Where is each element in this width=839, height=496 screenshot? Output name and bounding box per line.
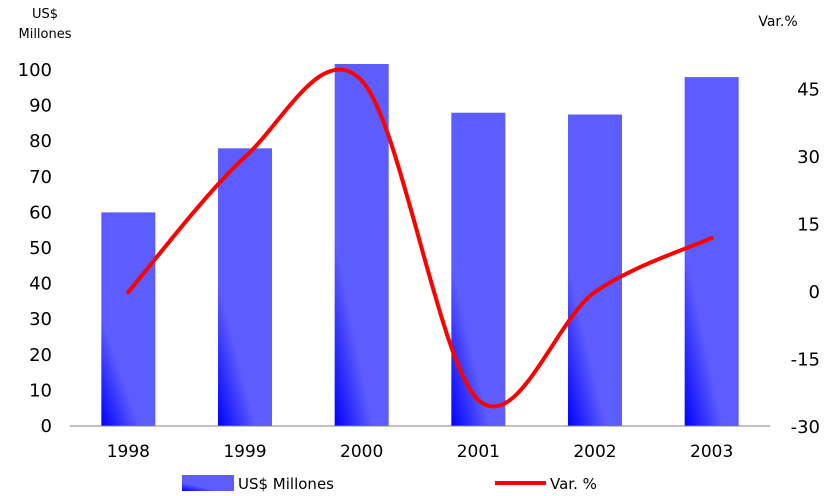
bar-1999 [218,148,272,426]
legend-label-line: Var. % [550,475,597,493]
var-point-2003 [709,236,714,240]
y-tick-label-left: 0 [41,416,52,437]
var-point-1998 [126,290,131,294]
x-axis-ticks: 1998 1999 2000 2001 2002 2003 [107,442,734,462]
y-tick-label-left: 10 [29,380,52,401]
bar-2000 [334,64,389,426]
y-tick-label-left: 20 [29,345,52,366]
y-tick-label-right: -30 [791,417,820,438]
var-point-1999 [243,155,247,159]
y-tick-label-left: 60 [29,202,52,223]
legend: US$ Millones Var. % [182,475,597,493]
y-tick-label-right: 15 [797,215,820,236]
right-axis-title: Var.% [758,14,797,30]
y-tick-label-left: 90 [29,96,52,117]
x-tick-label: 2002 [573,442,616,462]
bar-2002 [568,114,622,426]
x-tick-label: 2003 [690,442,733,462]
x-tick-label: 1999 [223,442,266,462]
legend-swatch-bar [182,475,234,491]
left-axis-title-line-2: Millones [18,27,71,42]
left-axis-ticks: 0 10 20 30 40 50 60 70 80 90 100 [18,60,52,437]
legend-label-bar: US$ Millones [238,475,334,493]
y-tick-label-left: 100 [18,60,52,81]
right-axis-ticks: -30 -15 0 15 30 45 [791,80,820,439]
left-axis-title-line-1: US$ [32,7,58,22]
y-tick-label-left: 80 [29,131,52,152]
y-tick-label-right: 30 [797,147,820,168]
var-point-2000 [359,78,364,83]
y-tick-label-left: 70 [29,167,52,188]
y-tick-label-left: 40 [29,274,52,295]
bar-series [101,64,739,427]
var-point-2002 [593,290,597,294]
bar-2003 [684,77,739,427]
var-point-2001 [476,398,481,402]
y-tick-label-right: 0 [809,282,820,303]
bar-1998 [101,212,156,426]
x-tick-label: 1998 [107,442,150,462]
line-series [126,67,714,409]
left-axis-title: US$ Millones [18,7,71,42]
bar-2001 [451,112,506,426]
x-tick-label: 2000 [340,442,383,462]
y-tick-label-left: 30 [29,309,52,330]
y-tick-label-left: 50 [29,238,52,259]
y-tick-label-right: 45 [797,80,820,101]
var-line [126,67,714,409]
y-tick-label-right: -15 [791,350,820,371]
x-tick-label: 2001 [457,442,500,462]
